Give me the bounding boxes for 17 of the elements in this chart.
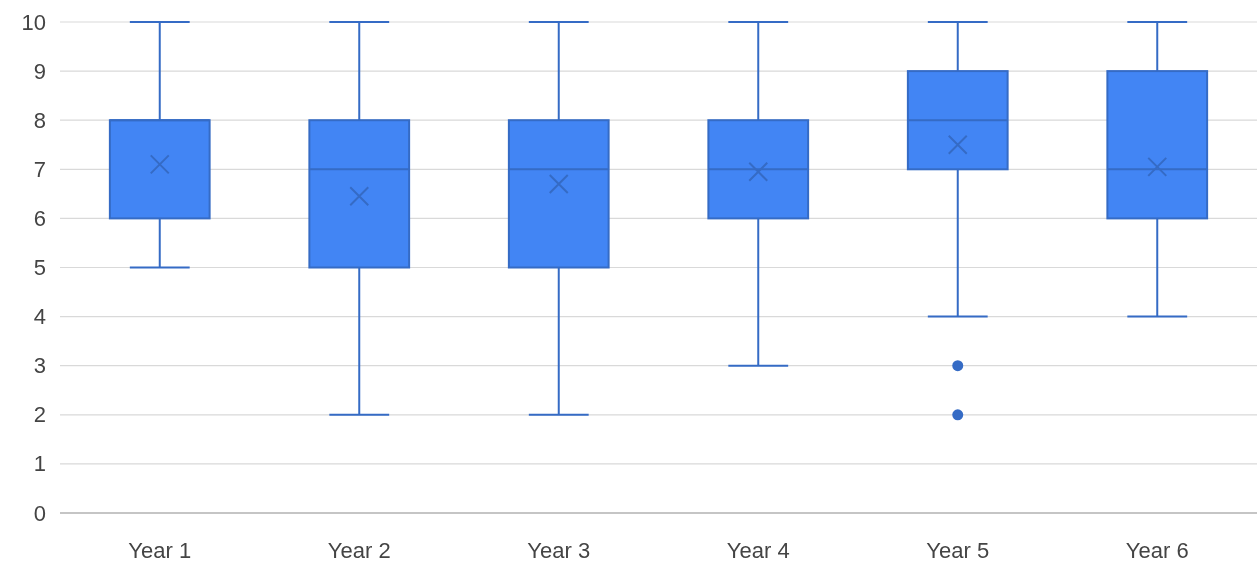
- y-tick-label: 0: [33, 500, 46, 526]
- x-tick-label: Year 5: [926, 537, 990, 563]
- y-tick-label: 2: [33, 402, 46, 428]
- y-tick-label: 5: [33, 255, 46, 280]
- x-tick-label: Year 4: [726, 537, 790, 563]
- x-tick-label: Year 2: [327, 537, 391, 563]
- y-tick-label: 8: [33, 107, 46, 133]
- y-tick-label: 9: [33, 58, 46, 84]
- y-tick-label: 6: [33, 205, 46, 231]
- x-tick-label: Year 3: [527, 537, 591, 563]
- y-tick-label: 4: [33, 304, 46, 330]
- y-tick-label: 10: [21, 9, 46, 35]
- x-tick-label: Year 6: [1125, 537, 1189, 563]
- x-tick-label: Year 1: [128, 537, 192, 563]
- y-tick-label: 7: [33, 156, 46, 182]
- y-tick-label: 3: [33, 353, 46, 379]
- y-tick-label: 1: [33, 451, 46, 477]
